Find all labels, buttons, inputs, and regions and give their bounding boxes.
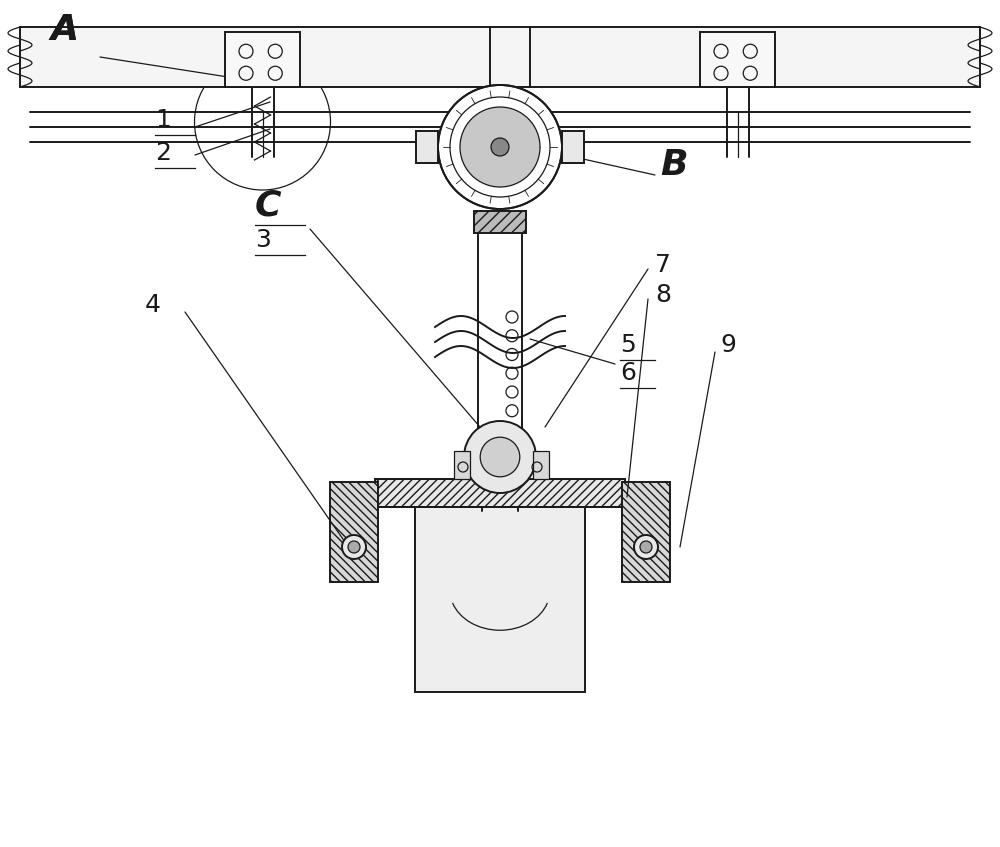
Text: 1: 1 [155,108,171,132]
Text: C: C [255,188,282,222]
Text: 3: 3 [255,228,271,252]
Bar [622,482,670,582]
Circle shape [460,107,540,187]
Bar [454,451,470,479]
Bar [474,211,526,233]
Text: 8: 8 [655,283,671,307]
Bar [416,131,438,163]
Text: 9: 9 [720,333,736,357]
Bar [415,507,585,692]
Circle shape [491,138,509,156]
Circle shape [438,85,562,209]
Text: 4: 4 [145,293,161,317]
Bar [375,479,625,507]
Bar [533,451,549,479]
Bar [562,131,584,163]
Text: A: A [50,13,78,47]
Bar [225,32,300,87]
Circle shape [348,541,360,553]
Circle shape [634,535,658,559]
Circle shape [342,535,366,559]
Text: 2: 2 [155,141,171,165]
Text: 7: 7 [655,253,671,277]
Text: 6: 6 [620,361,636,385]
Circle shape [480,437,520,477]
Text: A: A [50,13,78,47]
Circle shape [640,541,652,553]
Circle shape [464,421,536,493]
Bar [330,482,378,582]
Text: B: B [660,148,688,182]
Text: 5: 5 [620,333,636,357]
Bar [700,32,775,87]
Bar [20,27,980,87]
